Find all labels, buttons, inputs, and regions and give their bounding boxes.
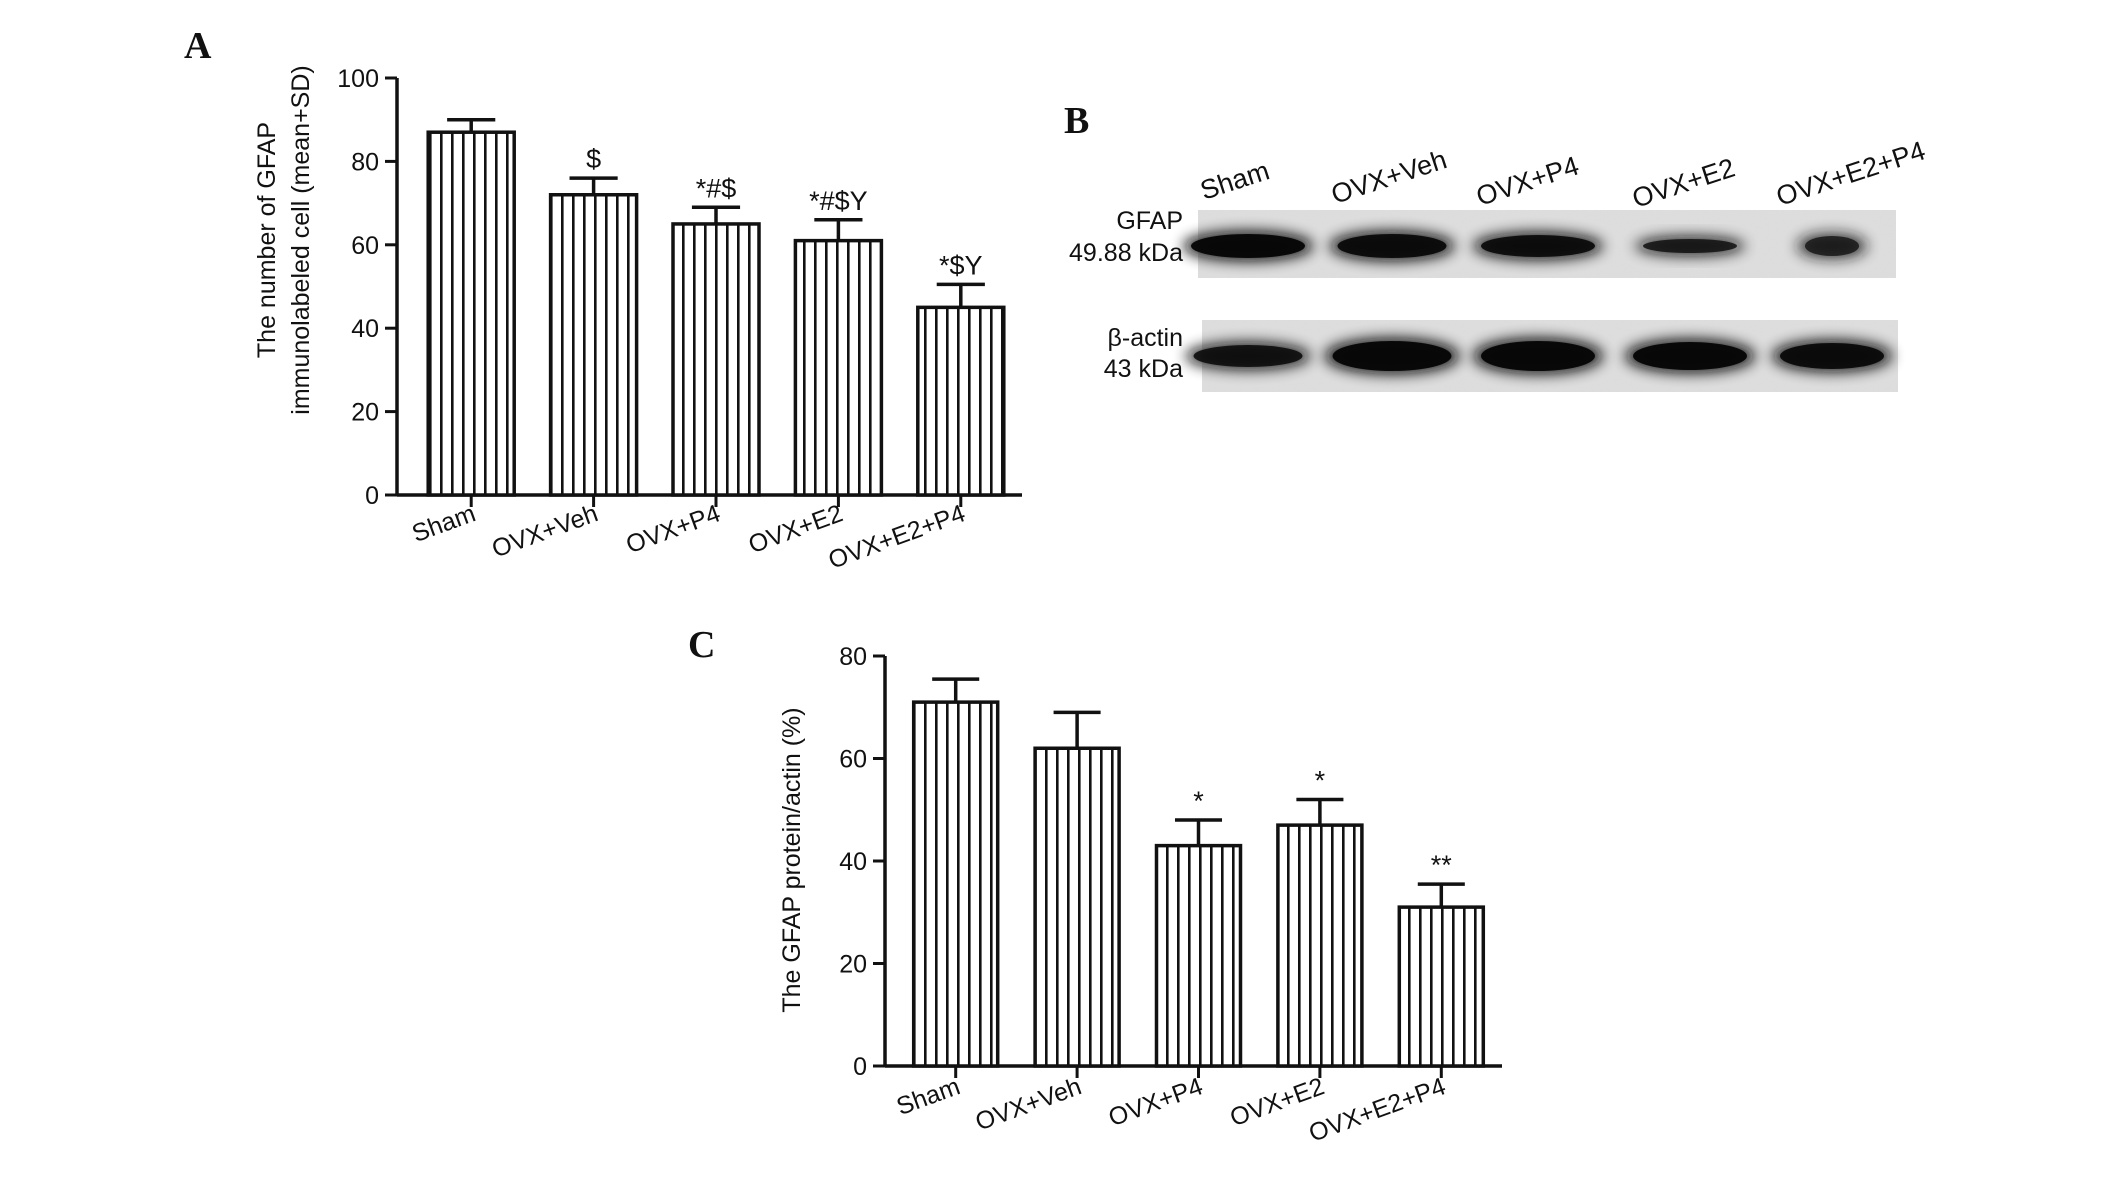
blot-band-core (1337, 234, 1447, 258)
blot-row-label: 43 kDa (1104, 355, 1183, 383)
x-tick-label: OVX+Veh (488, 499, 601, 563)
western-blot: Sham OVX+Veh OVX+P4 OVX+E2 OVX+E2+P4 GFAP 49.8… (1069, 135, 1929, 392)
bar (1397, 905, 1486, 1068)
x-tick-label: OVX+Veh (972, 1072, 1085, 1136)
y-tick-label: 80 (351, 148, 379, 176)
blot-lane-label: Sham (1197, 155, 1273, 205)
y-tick-label: 20 (839, 951, 867, 979)
blot-row-label: β-actin (1107, 324, 1183, 352)
blot-band-core (1193, 345, 1303, 367)
y-tick-label: 60 (351, 232, 379, 260)
bar (916, 305, 1006, 497)
significance-label: $ (586, 144, 601, 174)
significance-label: ** (1431, 850, 1453, 880)
y-tick-label: 0 (853, 1053, 867, 1081)
blot-band-core (1481, 341, 1595, 371)
blot-band-core (1481, 235, 1595, 257)
panel-letter-a: A (184, 25, 212, 67)
blot-lane-label: OVX+Veh (1328, 144, 1451, 209)
y-tick-label: 100 (337, 65, 379, 93)
y-tick-label: 40 (351, 315, 379, 343)
significance-label: *#$ (696, 173, 737, 203)
x-tick-label: Sham (408, 499, 479, 548)
y-axis-title: The GFAP protein/actin (%) (778, 707, 806, 1012)
panel-letter-b: B (1064, 100, 1089, 142)
x-tick-label: OVX+P4 (1105, 1072, 1207, 1132)
bar (426, 130, 516, 497)
chart-a: 0 20 40 60 80 100 The number of GFAP immunolabe… (253, 65, 1022, 575)
blot-band-core (1332, 341, 1452, 371)
blot-band-core (1191, 234, 1305, 258)
blot-band-core (1780, 343, 1884, 369)
bar (1033, 746, 1121, 1068)
x-tick-label: OVX+E2+P4 (1305, 1072, 1449, 1147)
significance-label: * (1193, 786, 1204, 816)
significance-label: *$Y (939, 250, 983, 280)
y-tick-label: 60 (839, 746, 867, 774)
bar (793, 238, 884, 497)
bar (671, 222, 761, 497)
blot-band-core (1643, 239, 1737, 253)
x-tick-label: OVX+P4 (622, 499, 724, 559)
blot-band-core (1805, 236, 1859, 256)
x-tick-label: OVX+E2+P4 (825, 499, 969, 574)
blot-band-core (1633, 342, 1747, 370)
y-tick-label: 0 (365, 482, 379, 510)
bar (1154, 843, 1243, 1068)
bar (1276, 823, 1364, 1068)
blot-lane-label: OVX+E2+P4 (1773, 135, 1929, 211)
bar (911, 700, 1000, 1068)
significance-label: * (1315, 766, 1326, 796)
y-tick-label: 40 (839, 848, 867, 876)
bar (548, 193, 639, 497)
panel-letter-c: C (688, 624, 715, 666)
blot-row-label: 49.88 kDa (1069, 239, 1183, 267)
blot-row-label: GFAP (1116, 207, 1183, 235)
y-axis-title: immunolabeled cell (mean+SD) (287, 65, 315, 414)
blot-lane-label: OVX+E2 (1629, 152, 1739, 213)
x-tick-label: Sham (893, 1072, 964, 1121)
y-tick-label: 80 (839, 643, 867, 671)
y-tick-label: 20 (351, 399, 379, 427)
significance-label: *#$Y (809, 186, 868, 216)
y-axis-title: The number of GFAP (253, 122, 281, 358)
blot-lane-label: OVX+P4 (1473, 150, 1583, 211)
